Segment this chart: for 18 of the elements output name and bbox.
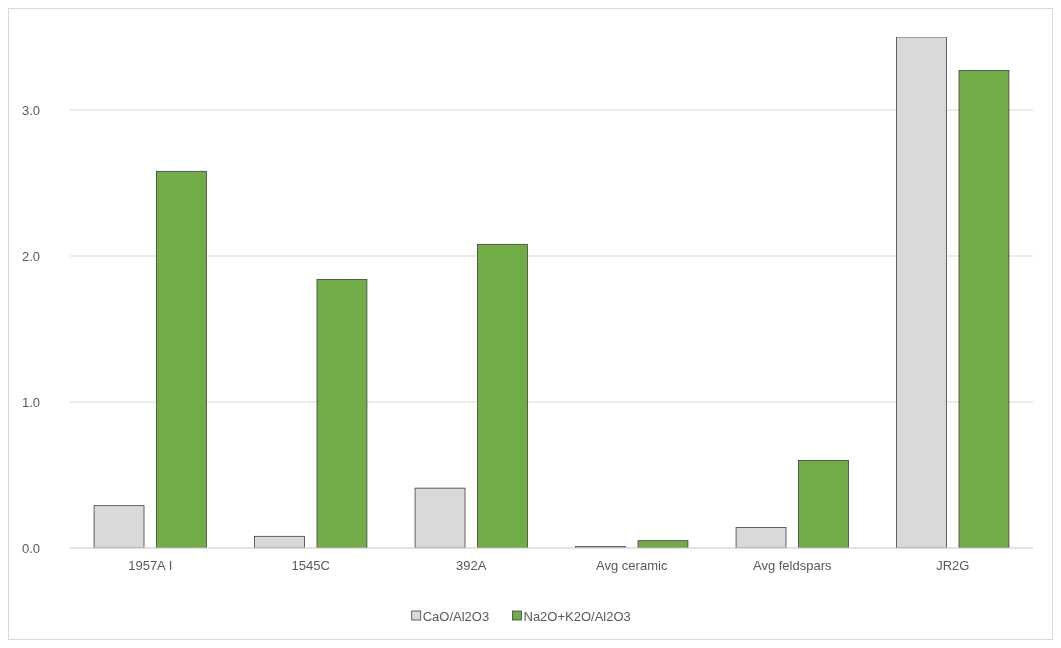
y-tick-label: 0.0	[21, 540, 40, 556]
x-tick-label: 1545C	[291, 558, 330, 573]
legend-label: Na2O+K2O/Al2O3	[523, 608, 631, 624]
x-tick-label: JR2G	[936, 558, 970, 573]
bar	[798, 460, 849, 548]
y-tick-label: 3.0	[21, 102, 40, 118]
bar	[316, 278, 368, 548]
y-tick-label: 1.0	[21, 394, 40, 410]
bar	[637, 540, 689, 548]
bar	[477, 243, 528, 548]
x-tick-label: Avg ceramic	[596, 558, 668, 573]
x-tick-label: Avg feldspars	[752, 558, 833, 573]
legend-label: CaO/Al2O3	[422, 608, 490, 624]
x-tick-label: 1957A I	[128, 558, 173, 573]
y-tick-label: 2.0	[21, 248, 40, 264]
bar	[958, 70, 1010, 548]
bar	[156, 170, 207, 548]
x-tick-label: 392A	[456, 558, 487, 573]
